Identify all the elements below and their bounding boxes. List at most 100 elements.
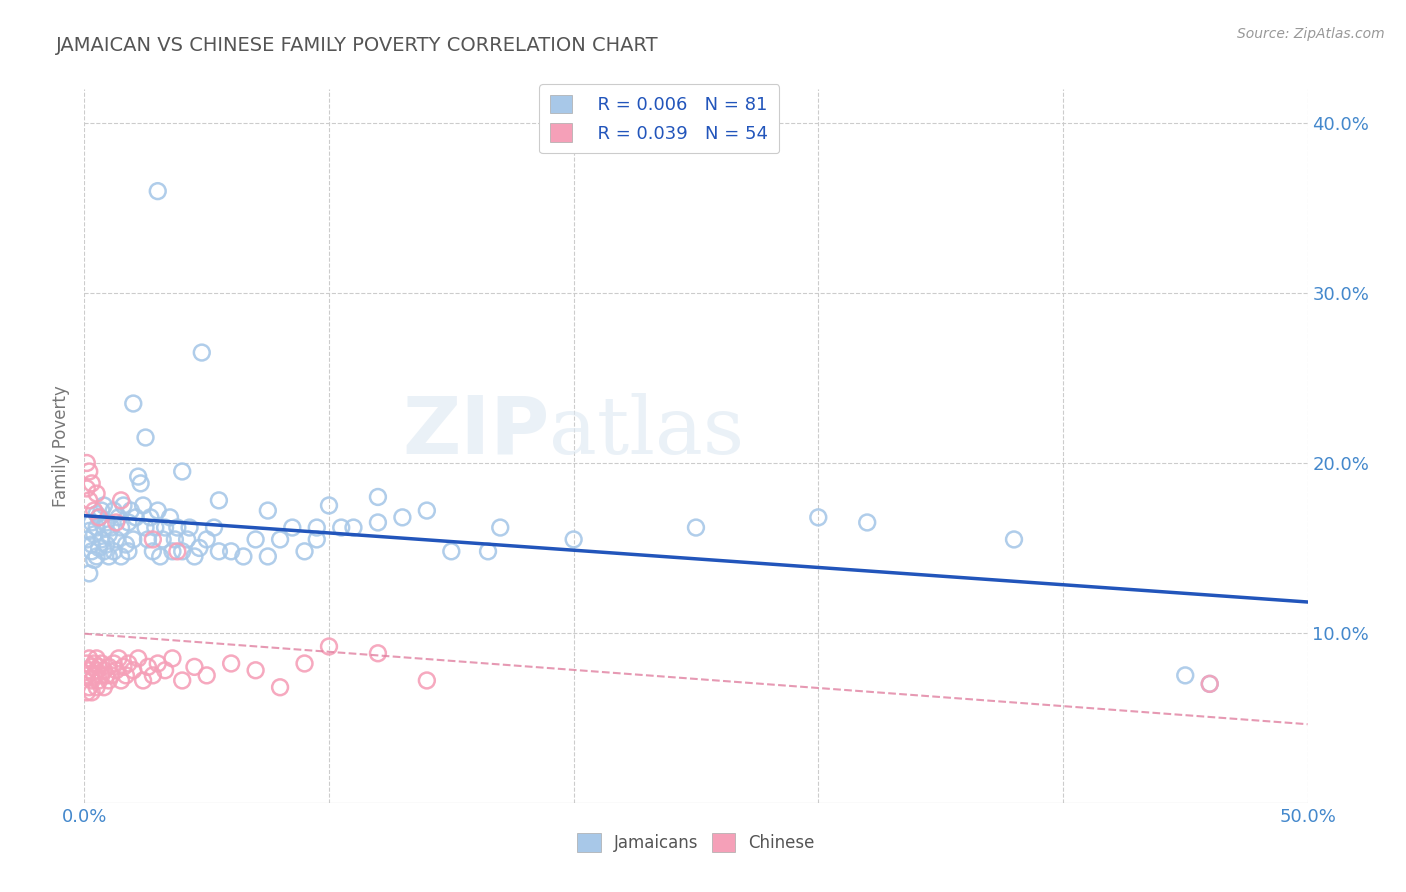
Text: Source: ZipAtlas.com: Source: ZipAtlas.com xyxy=(1237,27,1385,41)
Point xyxy=(117,544,139,558)
Point xyxy=(135,520,157,534)
Point xyxy=(132,499,155,513)
Point xyxy=(107,510,129,524)
Point xyxy=(86,663,108,677)
Point xyxy=(132,673,155,688)
Point xyxy=(86,680,108,694)
Point xyxy=(103,503,125,517)
Point xyxy=(135,430,157,444)
Point xyxy=(269,533,291,547)
Point xyxy=(87,673,110,688)
Point xyxy=(562,533,585,547)
Point xyxy=(76,657,98,671)
Point xyxy=(83,527,105,541)
Point xyxy=(110,549,132,564)
Point xyxy=(97,660,120,674)
Point xyxy=(146,503,169,517)
Point xyxy=(330,520,353,534)
Point xyxy=(153,663,176,677)
Point xyxy=(122,663,145,677)
Point xyxy=(162,651,184,665)
Point xyxy=(122,396,145,410)
Point xyxy=(269,680,291,694)
Point xyxy=(489,520,512,534)
Point xyxy=(294,544,316,558)
Point xyxy=(87,660,110,674)
Point xyxy=(305,520,328,534)
Point xyxy=(440,544,463,558)
Point xyxy=(183,549,205,564)
Point xyxy=(176,533,198,547)
Point xyxy=(117,516,139,530)
Point xyxy=(159,510,181,524)
Point xyxy=(97,549,120,564)
Point xyxy=(195,668,218,682)
Point xyxy=(112,660,135,674)
Point xyxy=(80,516,103,530)
Point xyxy=(93,663,115,677)
Point xyxy=(208,544,231,558)
Point xyxy=(97,673,120,688)
Point xyxy=(96,537,118,551)
Point xyxy=(77,663,100,677)
Point xyxy=(294,657,316,671)
Point xyxy=(105,533,128,547)
Point xyxy=(80,685,103,699)
Point xyxy=(152,533,174,547)
Point xyxy=(83,657,105,671)
Point xyxy=(129,476,152,491)
Point xyxy=(83,503,105,517)
Point xyxy=(80,660,103,674)
Point xyxy=(110,673,132,688)
Point xyxy=(257,503,280,517)
Point xyxy=(146,657,169,671)
Point xyxy=(162,544,184,558)
Point xyxy=(86,651,108,665)
Point xyxy=(86,520,108,534)
Point xyxy=(179,520,201,534)
Y-axis label: Family Poverty: Family Poverty xyxy=(52,385,70,507)
Point xyxy=(195,533,218,547)
Point xyxy=(83,668,105,682)
Point xyxy=(219,544,242,558)
Point xyxy=(105,663,128,677)
Point xyxy=(103,657,125,671)
Point xyxy=(318,499,340,513)
Point xyxy=(122,533,145,547)
Point xyxy=(149,549,172,564)
Point xyxy=(281,520,304,534)
Point xyxy=(86,507,108,521)
Text: atlas: atlas xyxy=(550,392,744,471)
Point xyxy=(142,668,165,682)
Point xyxy=(685,520,707,534)
Point xyxy=(127,651,149,665)
Point xyxy=(305,533,328,547)
Point xyxy=(125,510,148,524)
Point xyxy=(172,465,194,479)
Point xyxy=(76,668,98,682)
Point xyxy=(136,533,159,547)
Point xyxy=(146,184,169,198)
Point xyxy=(76,685,98,699)
Point xyxy=(142,533,165,547)
Point xyxy=(188,541,211,555)
Point xyxy=(90,503,112,517)
Point xyxy=(77,651,100,665)
Point xyxy=(856,516,879,530)
Point xyxy=(202,520,225,534)
Point xyxy=(367,490,389,504)
Point xyxy=(1174,668,1197,682)
Point xyxy=(391,510,413,524)
Point xyxy=(115,537,138,551)
Point xyxy=(97,527,120,541)
Point xyxy=(105,516,128,530)
Point xyxy=(208,493,231,508)
Point xyxy=(77,680,100,694)
Point xyxy=(96,516,118,530)
Point xyxy=(367,516,389,530)
Point xyxy=(100,668,122,682)
Point xyxy=(77,493,100,508)
Point xyxy=(1002,533,1025,547)
Point xyxy=(183,660,205,674)
Point xyxy=(83,553,105,567)
